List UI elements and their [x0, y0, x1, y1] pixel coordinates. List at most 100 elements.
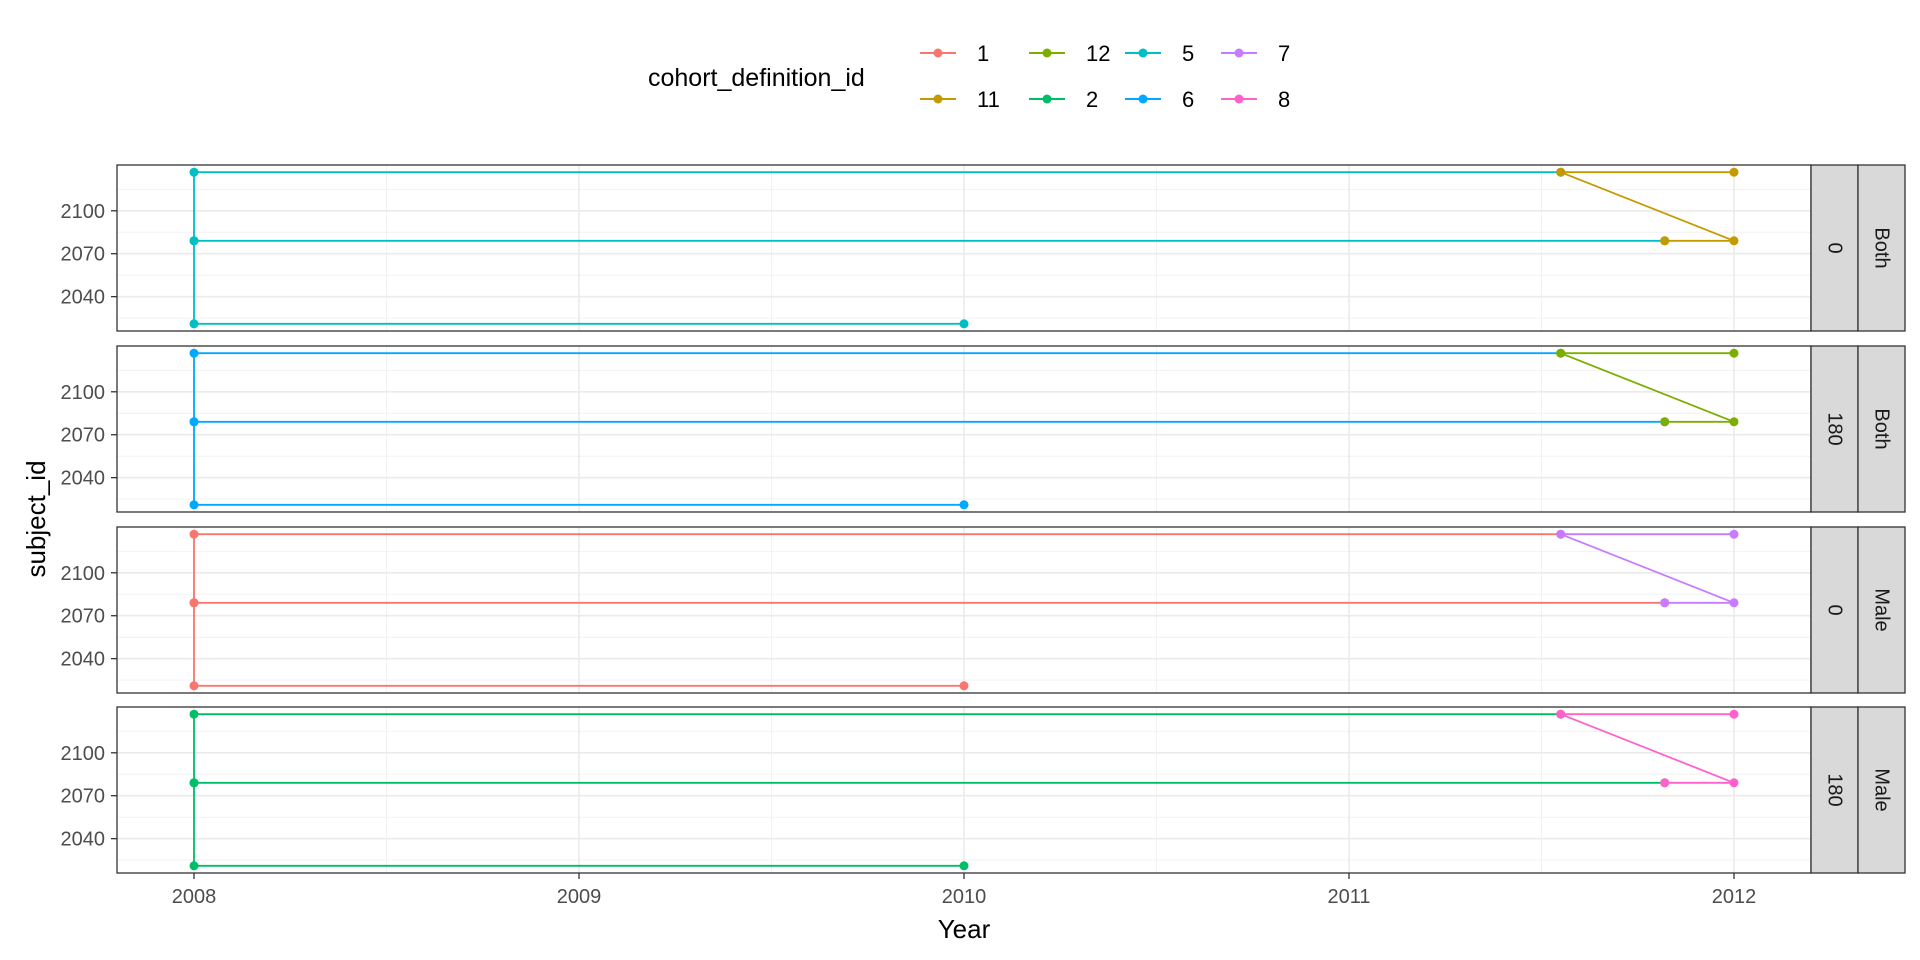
y-tick-label: 2070	[61, 244, 106, 266]
data-point	[1660, 236, 1670, 246]
series-line-7	[1559, 533, 1735, 604]
y-tick-label: 2070	[61, 606, 106, 628]
legend-entry: 5	[1125, 41, 1194, 66]
legend-label: 2	[1086, 87, 1098, 112]
legend-label: 6	[1182, 87, 1194, 112]
legend-entry: 2	[1029, 87, 1098, 112]
data-point	[959, 681, 969, 691]
series-line-8	[1559, 713, 1735, 784]
strip-outer-box	[1857, 526, 1906, 694]
y-tick-label: 2100	[61, 563, 106, 585]
data-point	[959, 861, 969, 871]
series-line-11	[1559, 171, 1735, 242]
legend-entry: 11	[920, 87, 1000, 112]
data-point	[959, 500, 969, 510]
legend-label: 12	[1086, 41, 1110, 66]
data-point	[189, 500, 199, 510]
data-point	[189, 861, 199, 871]
legend-entry: 7	[1221, 41, 1290, 66]
data-point	[1729, 417, 1739, 427]
data-point	[959, 319, 969, 329]
y-tick-label: 2100	[61, 201, 106, 223]
data-point	[189, 709, 199, 719]
legend-label: 1	[977, 41, 989, 66]
data-point	[189, 319, 199, 329]
data-point	[1556, 529, 1566, 539]
x-tick-label: 2011	[1327, 886, 1370, 908]
data-point	[189, 681, 199, 691]
legend-label: 11	[977, 87, 1000, 112]
y-tick-label: 2040	[61, 649, 106, 671]
strip-inner-label: 0	[1824, 242, 1846, 253]
legend-entry: 6	[1125, 87, 1194, 112]
legend-key-point	[1138, 48, 1148, 58]
facet-panel: 2040 2070 2100 180 Male	[61, 706, 1906, 874]
facet-panel: 2040 2070 2100 180 Both	[61, 345, 1906, 513]
data-point	[1660, 417, 1670, 427]
strip-outer-box	[1857, 345, 1906, 513]
legend-entry: 8	[1221, 87, 1290, 112]
y-tick-label: 2040	[61, 468, 106, 490]
data-point	[189, 236, 199, 246]
x-tick-label: 2008	[172, 886, 217, 908]
legend-label: 8	[1278, 87, 1290, 112]
data-point	[1729, 167, 1739, 177]
data-point	[1556, 709, 1566, 719]
data-point	[1729, 778, 1739, 788]
facet-panel: 2040 2070 2100 0 Male	[61, 526, 1906, 694]
legend-key-point	[1234, 48, 1244, 58]
x-tick-label: 2010	[942, 886, 987, 908]
strip-inner-box	[1810, 164, 1859, 332]
series-line-12	[1559, 352, 1735, 423]
data-point	[189, 529, 199, 539]
y-tick-label: 2070	[61, 786, 106, 808]
strip-outer-label: Male	[1871, 588, 1893, 631]
data-point	[1729, 529, 1739, 539]
data-point	[1660, 598, 1670, 608]
legend-label: 7	[1278, 41, 1290, 66]
strip-outer-box	[1857, 164, 1906, 332]
strip-inner-label: 0	[1824, 604, 1846, 615]
x-tick-label: 2012	[1712, 886, 1757, 908]
data-point	[189, 167, 199, 177]
legend-label: 5	[1182, 41, 1194, 66]
strip-outer-label: Male	[1871, 768, 1893, 811]
data-point	[1729, 348, 1739, 358]
data-point	[1729, 709, 1739, 719]
legend-key-point	[933, 48, 943, 58]
facet-panel: 2040 2070 2100 0 Both	[61, 164, 1906, 332]
legend-key-point	[1234, 94, 1244, 104]
strip-inner-label: 180	[1824, 412, 1846, 445]
legend-key-point	[1138, 94, 1148, 104]
y-tick-label: 2040	[61, 287, 106, 309]
x-axis-title: Year	[938, 914, 991, 944]
data-point	[1556, 348, 1566, 358]
y-tick-label: 2100	[61, 382, 106, 404]
y-tick-label: 2070	[61, 425, 106, 447]
data-point	[1729, 598, 1739, 608]
legend-key-point	[1042, 48, 1052, 58]
legend-key-point	[1042, 94, 1052, 104]
data-point	[189, 417, 199, 427]
legend-entry: 1	[920, 41, 989, 66]
strip-inner-box	[1810, 345, 1859, 513]
y-tick-label: 2040	[61, 829, 106, 851]
data-point	[1729, 236, 1739, 246]
y-tick-label: 2100	[61, 743, 106, 765]
data-point	[189, 778, 199, 788]
strip-outer-box	[1857, 706, 1906, 874]
strip-inner-label: 180	[1824, 773, 1846, 806]
legend-key-point	[933, 94, 943, 104]
data-point	[189, 348, 199, 358]
data-point	[1660, 778, 1670, 788]
strip-outer-label: Both	[1871, 227, 1893, 268]
x-tick-label: 2009	[557, 886, 602, 908]
legend-entry: 12	[1029, 41, 1110, 66]
strip-inner-box	[1810, 526, 1859, 694]
data-point	[1556, 167, 1566, 177]
data-point	[189, 598, 199, 608]
strip-outer-label: Both	[1871, 408, 1893, 449]
